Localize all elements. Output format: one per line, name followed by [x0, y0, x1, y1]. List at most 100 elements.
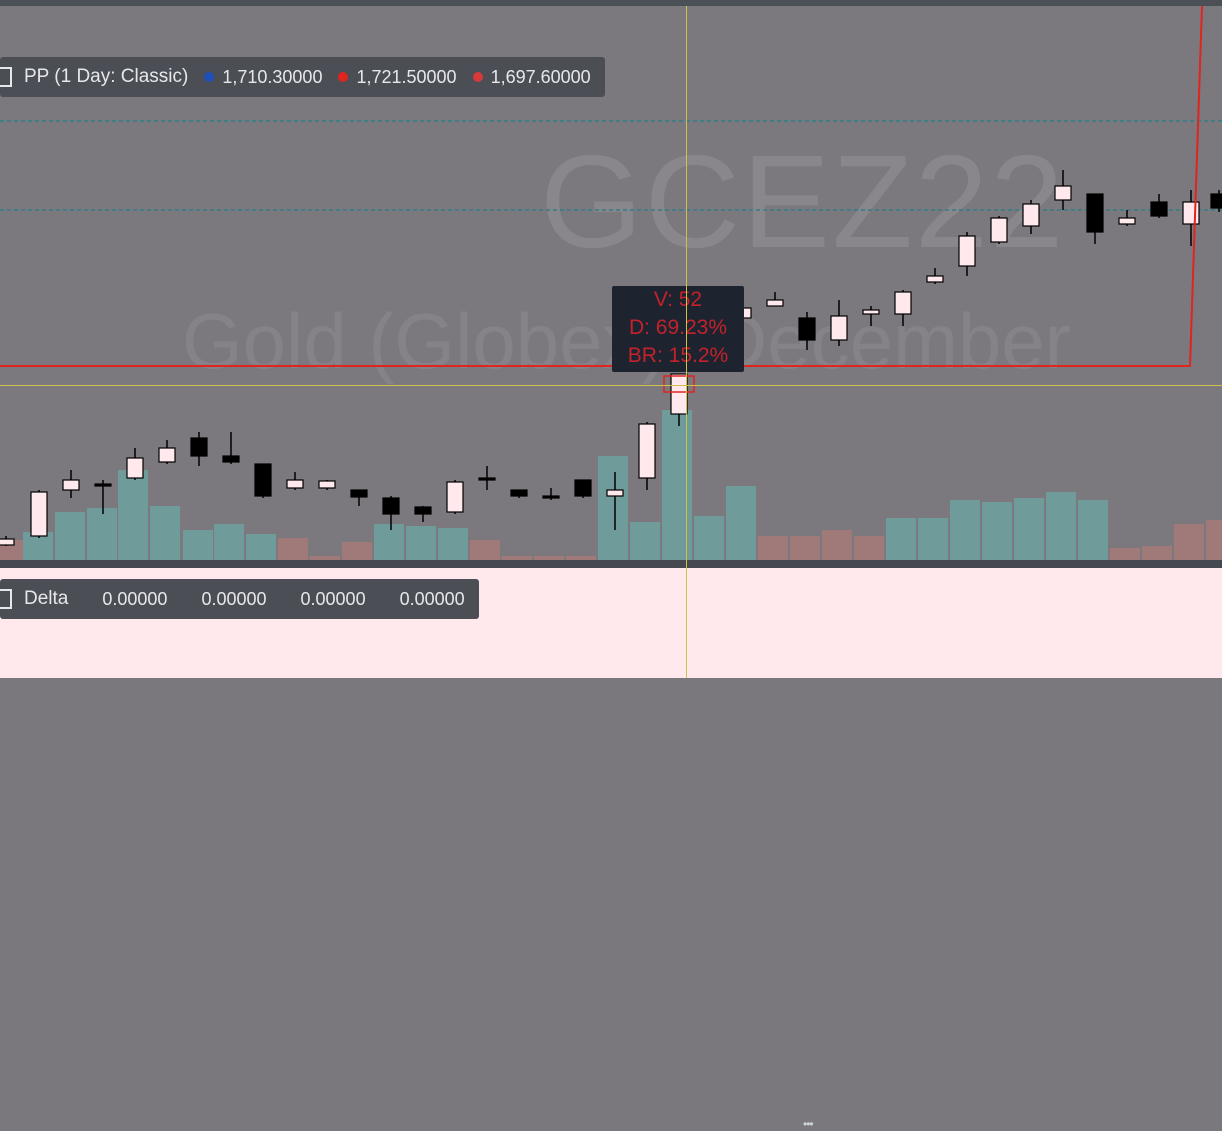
volume-bar	[886, 518, 916, 560]
candle-body	[0, 538, 15, 546]
legend-settings-icon[interactable]	[0, 67, 12, 87]
crosshair-horizontal-line	[0, 385, 1222, 386]
pivot-value-s1: 1,697.60000	[490, 66, 591, 87]
volume-bar	[534, 556, 564, 560]
volume-bar	[726, 486, 756, 560]
volume-bar	[118, 470, 148, 560]
candle-body	[1022, 203, 1040, 227]
candle-body	[1086, 193, 1104, 233]
candle-body	[222, 455, 240, 463]
delta-value: 0.00000	[102, 588, 168, 609]
volume-bar	[1206, 520, 1222, 560]
volume-bar	[214, 524, 244, 560]
candle-body	[350, 489, 368, 498]
pivot-points-legend[interactable]: PP (1 Day: Classic) 1,710.30000 1,721.50…	[0, 57, 605, 97]
pivot-value-pp: 1,710.30000	[222, 66, 323, 87]
volume-bar	[950, 500, 980, 560]
volume-bar	[406, 526, 436, 560]
candle-body	[382, 497, 400, 515]
delta-legend-label: Delta	[24, 588, 69, 609]
candle-body	[798, 317, 816, 341]
pivot-dot-icon	[472, 72, 483, 82]
window-top-border	[0, 0, 1222, 6]
pivot-value-r1: 1,721.50000	[356, 66, 457, 87]
pane-divider[interactable]: •••	[0, 560, 1222, 1130]
candle-body	[894, 291, 912, 315]
volume-bar	[1142, 546, 1172, 560]
candle-body	[830, 315, 848, 341]
delta-value: 0.00000	[300, 588, 366, 609]
delta-value: 0.00000	[201, 588, 267, 609]
symbol-watermark: GCEZ22	[540, 128, 1066, 275]
crosshair-vertical-line	[686, 6, 687, 678]
volume-bar	[918, 518, 948, 560]
resize-grip-icon[interactable]: •••	[803, 1117, 814, 1131]
volume-bar	[566, 556, 596, 560]
candle-body	[286, 479, 304, 489]
volume-bar	[1174, 524, 1204, 560]
pivot-dot-icon	[204, 72, 215, 82]
candle-body	[670, 373, 688, 415]
candle-body	[766, 299, 784, 307]
volume-bar	[55, 512, 85, 560]
volume-bar	[630, 522, 660, 560]
candle-body	[1182, 201, 1200, 225]
volume-bar	[662, 410, 692, 560]
volume-bar	[822, 530, 852, 560]
volume-bar	[758, 536, 788, 560]
candle-body	[1054, 185, 1072, 201]
candle-body	[926, 275, 944, 283]
candle-body	[30, 491, 48, 537]
volume-bar	[310, 556, 340, 560]
candle-body	[958, 235, 976, 267]
volume-bar	[23, 532, 53, 560]
candle-body	[126, 457, 144, 479]
pivot-dot-icon	[338, 72, 349, 82]
volume-bar	[1014, 498, 1044, 560]
volume-bar	[438, 528, 468, 560]
volume-bar	[1046, 492, 1076, 560]
candle-body	[478, 477, 496, 481]
candle-body	[862, 309, 880, 315]
candle-body	[446, 481, 464, 513]
delta-value: 0.00000	[399, 588, 465, 609]
volume-bar	[374, 524, 404, 560]
candle-body	[574, 479, 592, 497]
legend-settings-icon[interactable]	[0, 589, 12, 609]
volume-bar	[150, 506, 180, 560]
candle-body	[190, 437, 208, 457]
volume-bar	[246, 534, 276, 560]
candle-body	[318, 480, 336, 489]
volume-bar	[470, 540, 500, 560]
candle-body	[62, 479, 80, 491]
volume-bar	[694, 516, 724, 560]
candle-body	[1210, 193, 1222, 209]
candle-body	[510, 489, 528, 497]
tooltip-br: BR: 15.2%	[627, 344, 729, 367]
candle-body	[94, 483, 112, 487]
candle-body	[1150, 201, 1168, 217]
volume-bar	[854, 536, 884, 560]
range-box-line	[0, 6, 1203, 367]
volume-bar	[982, 502, 1012, 560]
candle-body	[638, 423, 656, 479]
volume-bar	[790, 536, 820, 560]
candle-body	[158, 447, 176, 463]
price-chart-pane[interactable]: GCEZ22 Gold (Globex): December	[0, 6, 1222, 560]
volume-bar	[1110, 548, 1140, 560]
volume-bar	[183, 530, 213, 560]
candle-body	[990, 217, 1008, 243]
volume-bar	[598, 456, 628, 560]
volume-bar	[342, 542, 372, 560]
candle-body	[254, 463, 272, 497]
volume-bar	[278, 538, 308, 560]
candle-body	[414, 506, 432, 515]
delta-legend[interactable]: Delta 0.00000 0.00000 0.00000 0.00000	[0, 579, 479, 619]
candle-body	[606, 489, 624, 497]
volume-bar	[87, 508, 117, 560]
bar-info-tooltip: V: 52 D: 69.23% BR: 15.2%	[612, 286, 744, 372]
candlestick-chart[interactable]	[0, 6, 1222, 560]
candle-body	[1118, 217, 1136, 225]
candle-body	[542, 495, 560, 499]
pivot-legend-label: PP (1 Day: Classic)	[24, 66, 189, 87]
